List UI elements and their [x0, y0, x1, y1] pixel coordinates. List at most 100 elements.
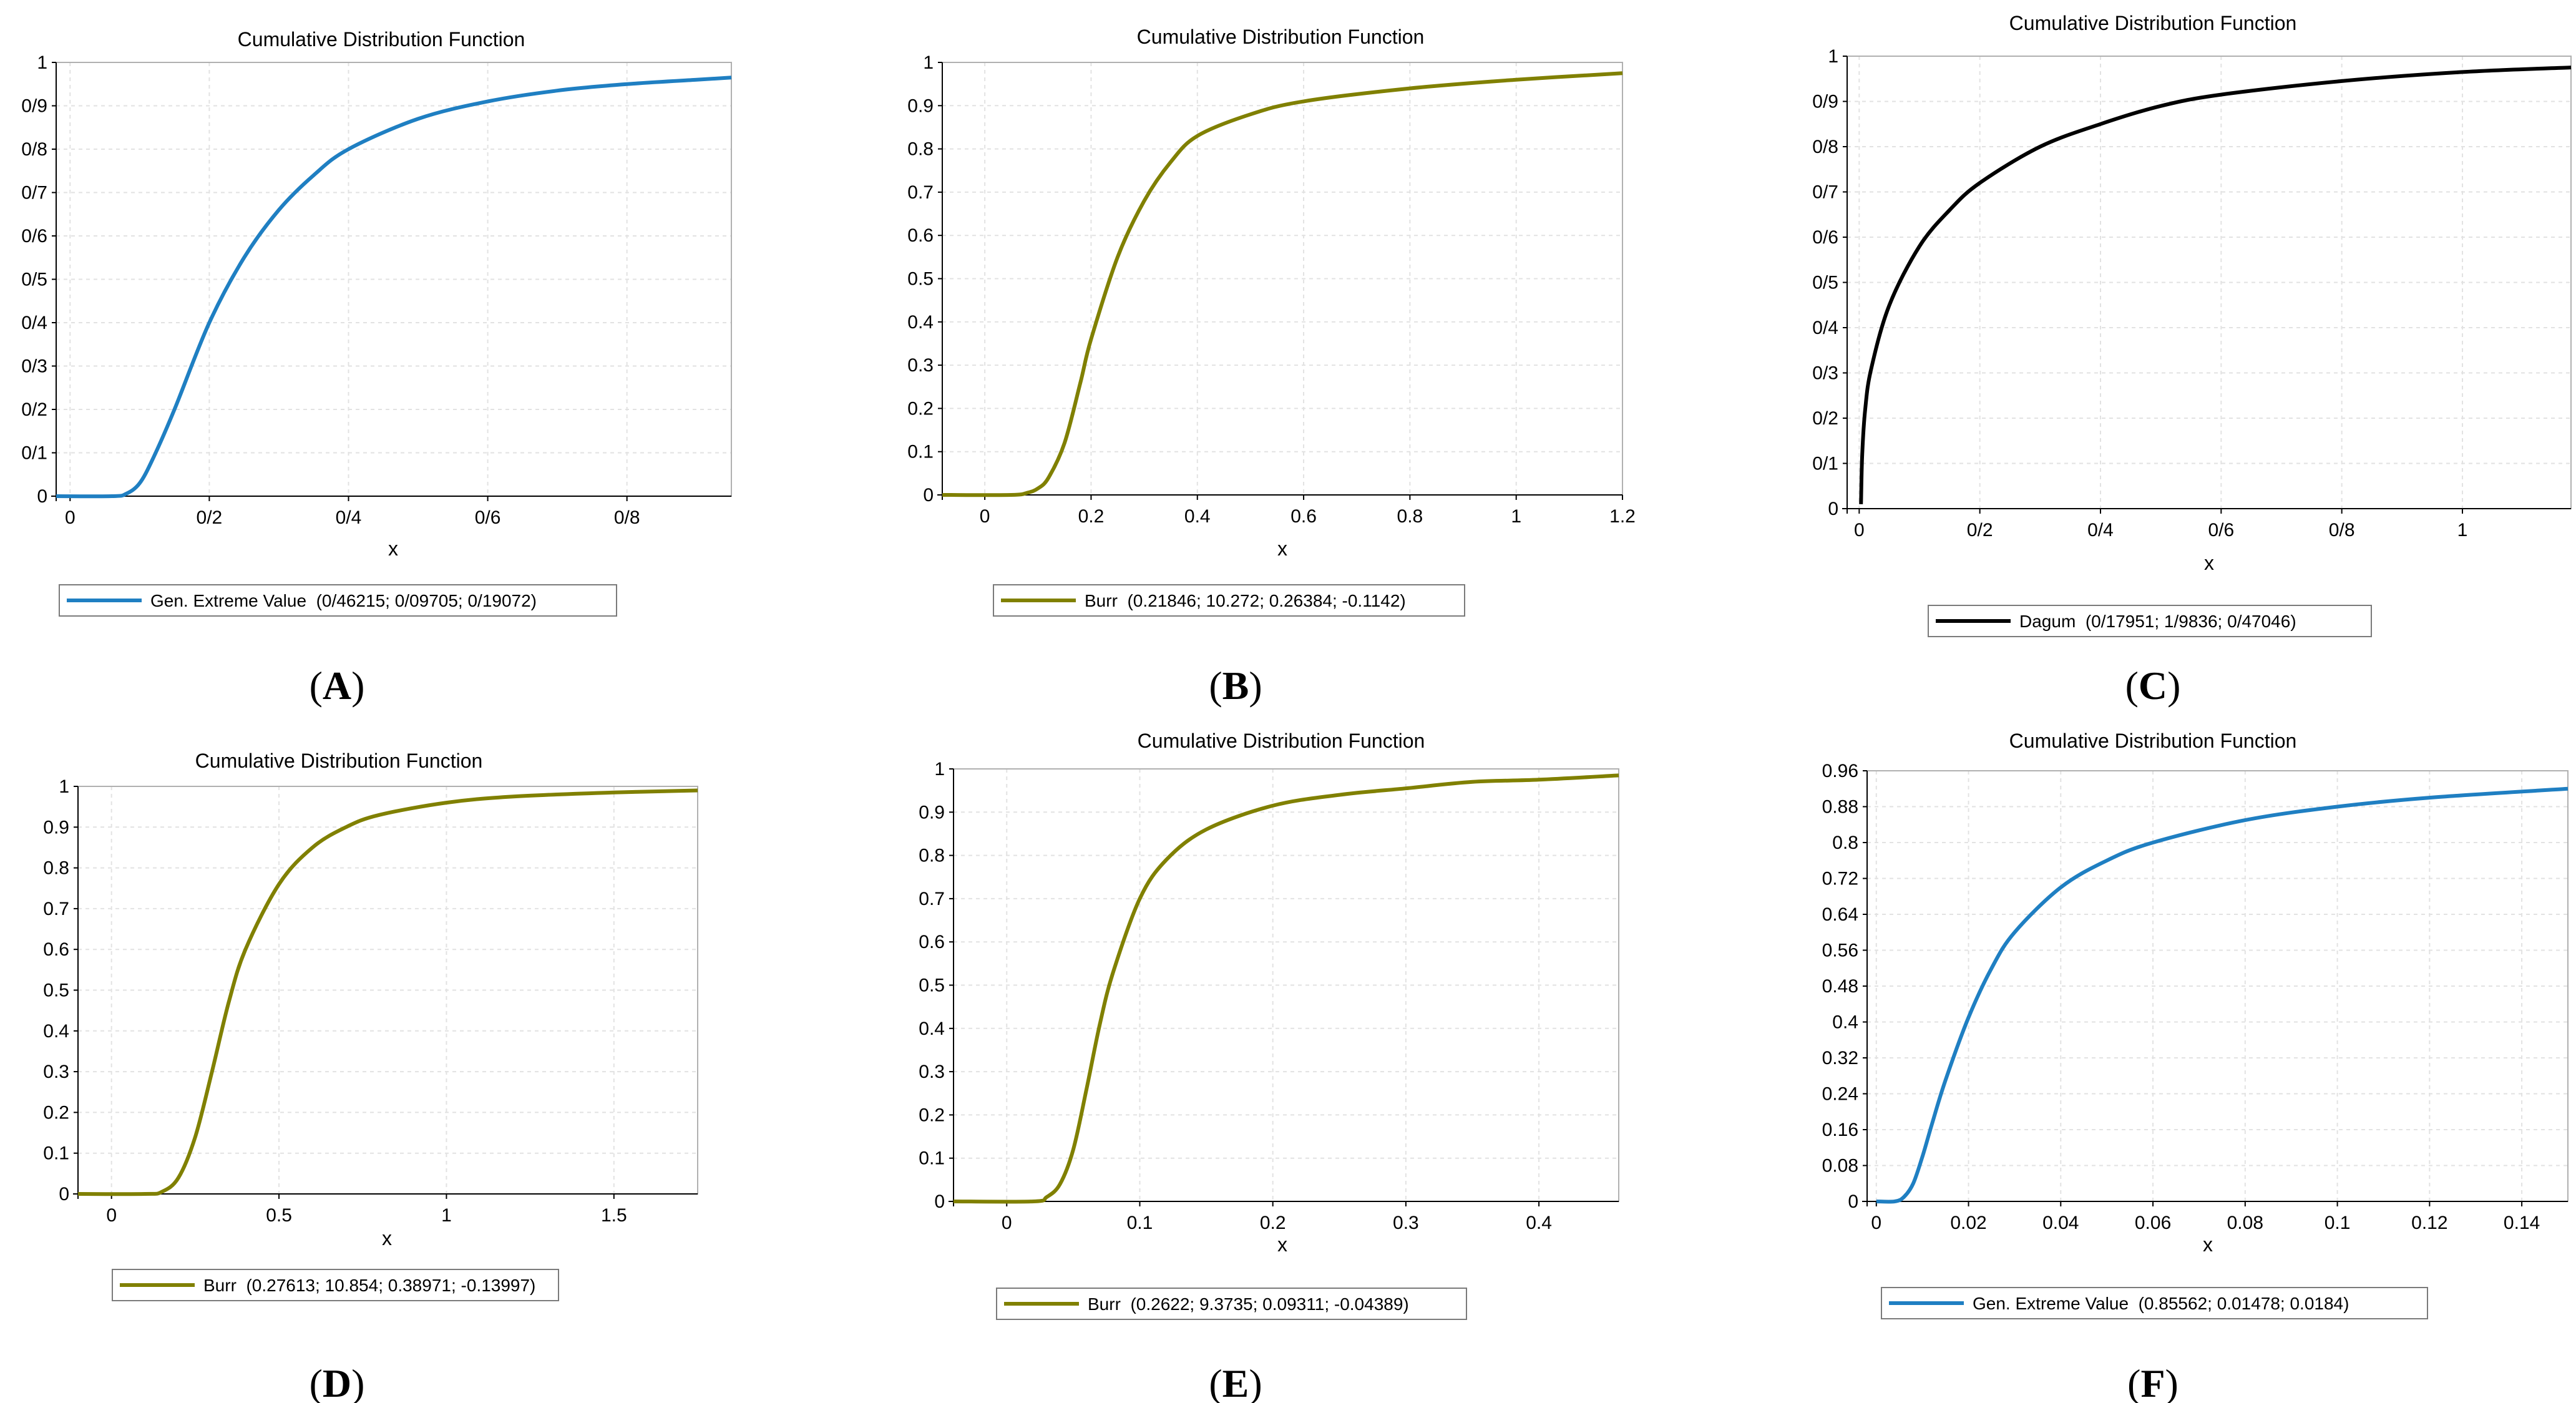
y-tick-label: 0.9: [919, 802, 945, 823]
x-tick-label: 0/8: [614, 507, 640, 528]
y-tick-label: 0/5: [1812, 273, 1838, 293]
chart-panel-5: 0 0.1 0.2 0.3 0.4 0.5 0.6 0.7 0.8 0.9 1 0 0.1 0.2 0.3 0…: [919, 730, 1619, 1320]
y-tick-label: 0.7: [919, 889, 945, 909]
y-tick-label: 0.4: [43, 1021, 69, 1042]
chart-title: Cumulative Distribution Function: [1137, 26, 1425, 48]
legend: Burr (0.2622; 9.3735; 0.09311; -0.04389): [996, 1288, 1467, 1320]
y-tick-label: 0.1: [907, 442, 934, 462]
y-tick-label: 0.88: [1822, 797, 1858, 818]
panel-label: (F): [2127, 1361, 2178, 1403]
y-tick-label: 0: [59, 1184, 69, 1205]
y-tick-label: 0.96: [1822, 761, 1858, 781]
chart-panel-4: 0 0.1 0.2 0.3 0.4 0.5 0.6 0.7 0.8 0.9 1 0 0.5 1 1.5 Cum…: [43, 750, 698, 1301]
x-tick-label: 0.6: [1290, 506, 1317, 527]
x-tick-label: 0/4: [2087, 520, 2114, 540]
x-axis-label: x: [1277, 537, 1287, 560]
y-tick-label: 0.8: [1832, 833, 1858, 853]
y-tick-label: 0/6: [21, 226, 47, 247]
y-tick-label: 0.7: [43, 899, 69, 919]
y-tick-label: 1: [934, 759, 945, 780]
y-tick-label: 1: [1828, 46, 1838, 67]
y-tick-label: 0/8: [21, 139, 47, 160]
panel-label: (D): [310, 1361, 365, 1403]
y-tick-label: 0.64: [1822, 904, 1858, 925]
legend-label: Gen. Extreme Value (0/46215; 0/09705; 0/…: [150, 591, 537, 610]
y-tick-label: 0.72: [1822, 869, 1858, 889]
y-tick-label: 0.8: [919, 846, 945, 866]
y-tick-label: 0.3: [43, 1062, 69, 1082]
y-tick-label: 0.24: [1822, 1084, 1858, 1105]
y-tick-label: 0.8: [907, 139, 934, 160]
y-tick-label: 0/1: [21, 443, 47, 464]
y-tick-label: 0.3: [907, 355, 934, 376]
y-tick-label: 0.4: [1832, 1012, 1858, 1033]
y-tick-label: 0/8: [1812, 137, 1838, 157]
legend-box: [1881, 1287, 2428, 1319]
x-tick-label: 0.2: [1260, 1213, 1286, 1233]
y-tick-label: 0.08: [1822, 1156, 1858, 1176]
x-tick-label: 0.14: [2504, 1213, 2540, 1233]
x-tick-label: 0/2: [1967, 520, 1993, 540]
x-tick-label: 0: [1871, 1213, 1881, 1233]
y-tick-label: 1: [37, 52, 47, 73]
y-tick-label: 0/9: [1812, 92, 1838, 112]
legend-label: Burr (0.2622; 9.3735; 0.09311; -0.04389): [1088, 1294, 1409, 1314]
chart-title: Cumulative Distribution Function: [2009, 12, 2297, 34]
y-tick-label: 0.8: [43, 858, 69, 879]
panel-label: (E): [1209, 1361, 1262, 1403]
series-line-burr: [942, 71, 1623, 497]
y-tick-label: 0: [1848, 1191, 1858, 1212]
legend: Burr (0.27613; 10.854; 0.38971; -0.13997…: [112, 1269, 559, 1301]
y-tick-label: 0.5: [919, 975, 945, 996]
y-tick-label: 0: [37, 486, 47, 507]
x-axis-label: x: [382, 1227, 392, 1249]
x-axis-label: x: [2204, 552, 2214, 574]
y-tick-label: 0.7: [907, 182, 934, 203]
series-line-gen-extreme-value: [56, 76, 732, 499]
x-tick-label: 0.8: [1397, 506, 1423, 527]
series-line-gen-extreme-value: [1876, 786, 2569, 1204]
y-tick-label: 0: [1828, 499, 1838, 519]
chart-panel-2: 0 0.1 0.2 0.3 0.4 0.5 0.6 0.7 0.8 0.9 1 0 0.2 0.4 0.6 0…: [907, 26, 1636, 617]
legend: Burr (0.21846; 10.272; 0.26384; -0.1142): [993, 584, 1465, 617]
x-tick-label: 1: [1511, 506, 1521, 527]
x-tick-label: 0.1: [1127, 1213, 1153, 1233]
y-tick-label: 0.2: [907, 398, 934, 419]
y-tick-label: 0.16: [1822, 1120, 1858, 1140]
y-tick-label: 0/1: [1812, 454, 1838, 474]
x-axis-label: x: [1277, 1233, 1287, 1256]
y-tick-label: 0.6: [919, 932, 945, 952]
y-tick-label: 0.6: [43, 939, 69, 960]
panel-label: (A): [310, 663, 365, 708]
x-tick-label: 1: [2457, 520, 2468, 540]
y-tick-label: 0.5: [43, 980, 69, 1001]
y-tick-label: 0/4: [1812, 318, 1838, 338]
y-tick-label: 0/3: [21, 356, 47, 377]
legend: Gen. Extreme Value (0/46215; 0/09705; 0/…: [59, 584, 617, 617]
y-tick-label: 0: [934, 1191, 945, 1212]
x-tick-label: 0.04: [2042, 1213, 2079, 1233]
y-tick-label: 0.5: [907, 269, 934, 290]
x-tick-label: 0.1: [2325, 1213, 2351, 1233]
y-tick-label: 0/2: [1812, 408, 1838, 429]
y-tick-label: 0.32: [1822, 1048, 1858, 1068]
y-tick-label: 0/7: [1812, 182, 1838, 203]
x-axis-label: x: [388, 537, 398, 560]
x-tick-label: 0: [1854, 520, 1865, 540]
x-tick-label: 0.3: [1393, 1213, 1419, 1233]
y-tick-label: 0.2: [919, 1105, 945, 1125]
x-tick-label: 0.06: [2135, 1213, 2171, 1233]
x-tick-label: 0/2: [197, 507, 223, 528]
panel-label: (C): [2125, 663, 2181, 708]
chart-panel-3: 0 0/1 0/2 0/3 0/4 0/5 0/6 0/7 0/8 0/9 1 0 0/2 0/4 0/6 0…: [1812, 12, 2572, 637]
y-tick-label: 0/4: [21, 313, 47, 333]
y-tick-label: 0/5: [21, 270, 47, 290]
y-tick-label: 0.9: [43, 817, 69, 838]
y-tick-label: 0.1: [919, 1148, 945, 1169]
x-tick-label: 1: [441, 1205, 452, 1226]
legend-label: Gen. Extreme Value (0.85562; 0.01478; 0.…: [1973, 1294, 2349, 1313]
x-axis-label: x: [2203, 1233, 2213, 1256]
legend: Gen. Extreme Value (0.85562; 0.01478; 0.…: [1881, 1287, 2428, 1319]
x-tick-label: 0/4: [336, 507, 362, 528]
